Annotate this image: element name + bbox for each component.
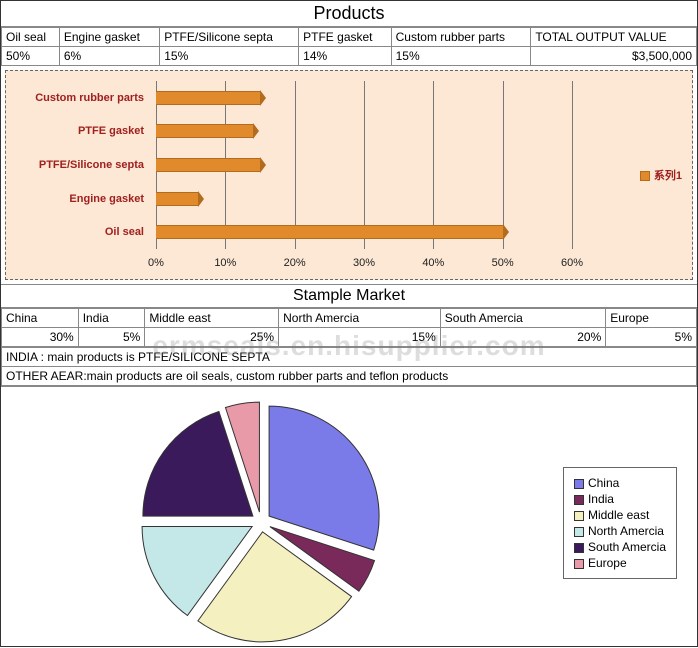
piechart-legend: China India Middle east North Amercia South … [563, 467, 677, 579]
legend-item: Middle east [574, 508, 666, 522]
cell: 30% [2, 328, 79, 347]
col-header: Engine gasket [59, 28, 159, 47]
legend-label: Middle east [588, 508, 649, 522]
col-header: PTFE gasket [299, 28, 391, 47]
gridline [433, 81, 434, 249]
bar-tip [253, 123, 259, 139]
cell: 6% [59, 47, 159, 66]
legend-label: Europe [588, 556, 627, 570]
bar [156, 91, 260, 105]
cell: 5% [606, 328, 697, 347]
market-piechart [131, 397, 391, 647]
bar-tip [503, 224, 509, 240]
legend-swatch [574, 495, 584, 505]
col-header: PTFE/Silicone septa [160, 28, 299, 47]
cell: 20% [440, 328, 605, 347]
bar-tip [260, 90, 266, 106]
col-header: Custom rubber parts [391, 28, 531, 47]
legend-item: India [574, 492, 666, 506]
xtick-label: 50% [492, 257, 514, 269]
gridline [572, 81, 573, 249]
cell: 50% [2, 47, 60, 66]
legend-item: North Amercia [574, 524, 666, 538]
bar [156, 225, 503, 239]
xtick-label: 40% [422, 257, 444, 269]
products-barchart: 0% 10% 20% 30% 40% 50% 60% Custom rubber parts P… [5, 70, 693, 280]
piechart-container: China India Middle east North Amercia South … [1, 386, 697, 646]
col-header: China [2, 309, 79, 328]
col-header: TOTAL OUTPUT VALUE [531, 28, 697, 47]
note-line: INDIA : main products is PTFE/SILICONE S… [2, 348, 697, 367]
cell: 25% [145, 328, 279, 347]
legend-swatch [574, 511, 584, 521]
pie-slice [269, 406, 379, 550]
cell: 15% [279, 328, 441, 347]
legend-item: South Amercia [574, 540, 666, 554]
cell: $3,500,000 [531, 47, 697, 66]
col-header: Middle east [145, 309, 279, 328]
note-line: OTHER AEAR:main products are oil seals, … [2, 367, 697, 386]
legend-label: India [588, 492, 614, 506]
bar-category-label: PTFE gasket [78, 125, 156, 137]
legend-label: North Amercia [588, 524, 664, 538]
xtick-label: 30% [353, 257, 375, 269]
bar-category-label: Oil seal [105, 226, 156, 238]
products-values-row: 50% 6% 15% 14% 15% $3,500,000 [2, 47, 697, 66]
products-title: Products [1, 1, 697, 27]
barchart-container: 0% 10% 20% 30% 40% 50% 60% Custom rubber parts P… [1, 66, 697, 284]
col-header: Oil seal [2, 28, 60, 47]
cell: 15% [391, 47, 531, 66]
col-header: North Amercia [279, 309, 441, 328]
legend-label: South Amercia [588, 540, 666, 554]
legend-swatch [574, 543, 584, 553]
bar-tip [198, 191, 204, 207]
col-header: South Amercia [440, 309, 605, 328]
xtick-label: 20% [284, 257, 306, 269]
market-values-row: 30% 5% 25% 15% 20% 5% [2, 328, 697, 347]
bar-category-label: Custom rubber parts [35, 92, 156, 104]
gridline [295, 81, 296, 249]
bar-category-label: Engine gasket [69, 193, 156, 205]
notes-table: INDIA : main products is PTFE/SILICONE S… [1, 347, 697, 386]
col-header: Europe [606, 309, 697, 328]
bar [156, 158, 260, 172]
col-header: India [78, 309, 145, 328]
legend-swatch [574, 559, 584, 569]
legend-label: China [588, 476, 619, 490]
report-page: Products Oil seal Engine gasket PTFE/Sil… [0, 0, 698, 647]
market-headers-row: China India Middle east North Amercia So… [2, 309, 697, 328]
bar-tip [260, 157, 266, 173]
xtick-label: 10% [214, 257, 236, 269]
cell: 5% [78, 328, 145, 347]
products-headers-row: Oil seal Engine gasket PTFE/Silicone sep… [2, 28, 697, 47]
legend-label: 系列1 [654, 170, 682, 182]
market-title: Stample Market [1, 284, 697, 308]
cell: 14% [299, 47, 391, 66]
xtick-label: 60% [561, 257, 583, 269]
products-table: Oil seal Engine gasket PTFE/Silicone sep… [1, 27, 697, 66]
bar-category-label: PTFE/Silicone septa [39, 159, 156, 171]
legend-swatch [640, 171, 650, 181]
xtick-label: 0% [148, 257, 164, 269]
legend-item: Europe [574, 556, 666, 570]
legend-item: China [574, 476, 666, 490]
barchart-legend: 系列1 [640, 167, 682, 183]
market-table: China India Middle east North Amercia So… [1, 308, 697, 347]
bar [156, 124, 253, 138]
gridline [364, 81, 365, 249]
legend-swatch [574, 527, 584, 537]
cell: 15% [160, 47, 299, 66]
legend-swatch [574, 479, 584, 489]
bar [156, 192, 198, 206]
